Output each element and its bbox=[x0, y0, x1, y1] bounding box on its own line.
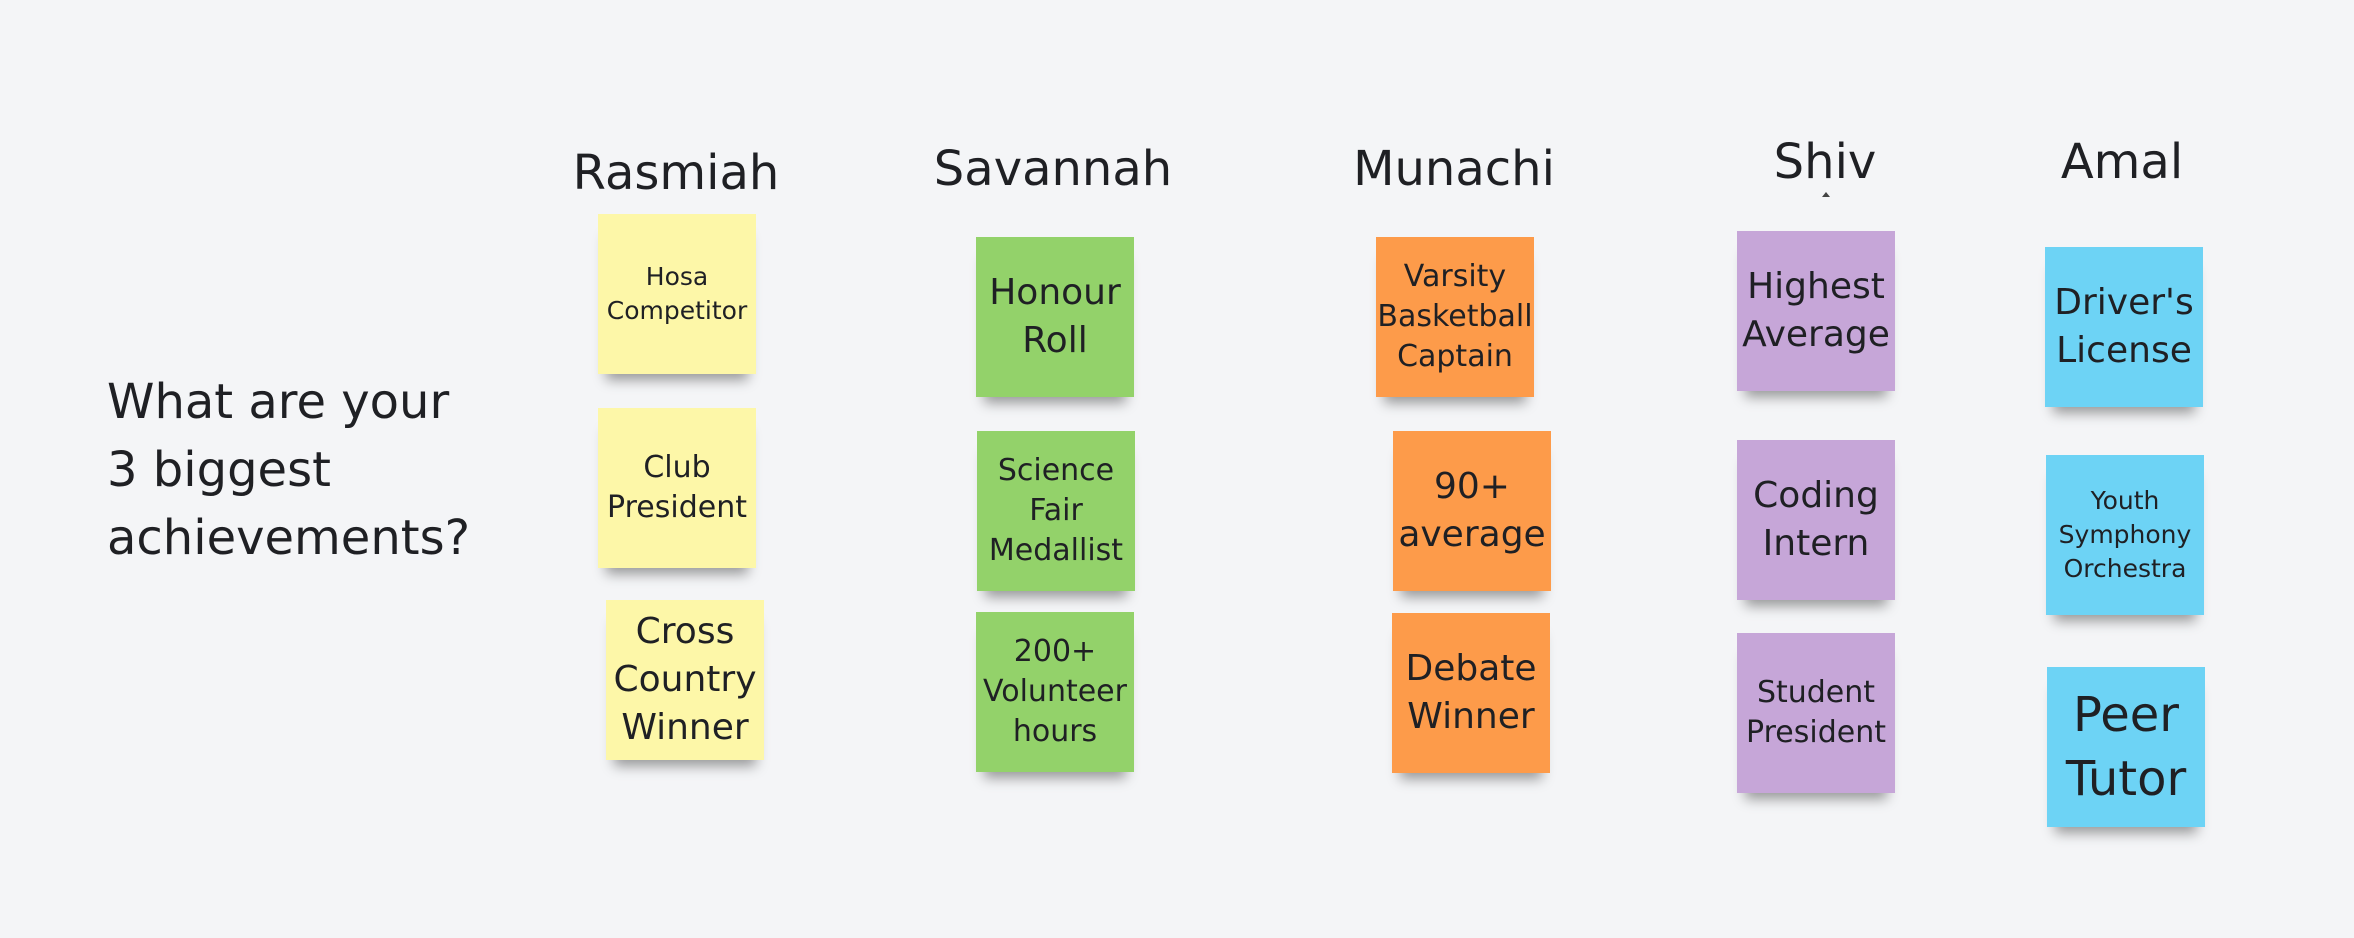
sticky-note[interactable]: Varsity Basketball Captain bbox=[1376, 237, 1534, 397]
sticky-note-text: Driver's License bbox=[2054, 282, 2194, 371]
sticky-note-text: 90+ average bbox=[1398, 466, 1546, 555]
sticky-note-text: Hosa Competitor bbox=[606, 262, 748, 325]
question-line: 3 biggest bbox=[107, 442, 331, 498]
column-header-rasmiah[interactable]: Rasmiah bbox=[572, 145, 780, 201]
sticky-note-text: 200+ Volunteer hours bbox=[983, 634, 1127, 749]
sticky-note[interactable]: Youth Symphony Orchestra bbox=[2046, 455, 2204, 615]
column-header-shiv[interactable]: Shiv bbox=[1773, 134, 1877, 190]
sticky-note-text: Peer Tutor bbox=[2065, 687, 2187, 807]
sticky-note[interactable]: Highest Average bbox=[1737, 231, 1895, 391]
sticky-note-text: Debate Winner bbox=[1405, 648, 1537, 737]
sticky-note-text: Coding Intern bbox=[1753, 475, 1879, 564]
sticky-note[interactable]: Driver's License bbox=[2045, 247, 2203, 407]
sticky-note[interactable]: 200+ Volunteer hours bbox=[976, 612, 1134, 772]
sticky-note-text: Youth Symphony Orchestra bbox=[2058, 486, 2192, 583]
sticky-note[interactable]: Club President bbox=[598, 408, 756, 568]
sticky-note-text: Club President bbox=[607, 450, 747, 525]
sticky-note-text: Student President bbox=[1746, 675, 1886, 750]
cursor-caret-icon bbox=[1822, 192, 1830, 197]
sticky-note-text: Cross Country Winner bbox=[613, 611, 757, 748]
sticky-note[interactable]: Coding Intern bbox=[1737, 440, 1895, 600]
sticky-note[interactable]: Honour Roll bbox=[976, 237, 1134, 397]
sticky-note-text: Highest Average bbox=[1742, 266, 1890, 355]
column-header-munachi[interactable]: Munachi bbox=[1353, 141, 1555, 197]
sticky-note[interactable]: Peer Tutor bbox=[2047, 667, 2205, 827]
sticky-note-text: Science Fair Medallist bbox=[988, 453, 1124, 568]
sticky-note-text: Varsity Basketball Captain bbox=[1377, 259, 1533, 374]
sticky-note[interactable]: Student President bbox=[1737, 633, 1895, 793]
sticky-note-text: Honour Roll bbox=[989, 272, 1121, 361]
sticky-note[interactable]: Science Fair Medallist bbox=[977, 431, 1135, 591]
question-line: What are your bbox=[107, 374, 450, 430]
sticky-note[interactable]: Hosa Competitor bbox=[598, 214, 756, 374]
question-line: achievements? bbox=[107, 510, 471, 566]
sticky-note[interactable]: Cross Country Winner bbox=[606, 600, 764, 760]
sticky-note[interactable]: Debate Winner bbox=[1392, 613, 1550, 773]
column-header-amal[interactable]: Amal bbox=[2060, 134, 2184, 190]
sticky-note[interactable]: 90+ average bbox=[1393, 431, 1551, 591]
column-header-savannah[interactable]: Savannah bbox=[933, 141, 1173, 197]
question-text[interactable]: What are your 3 biggest achievements? bbox=[107, 368, 471, 572]
